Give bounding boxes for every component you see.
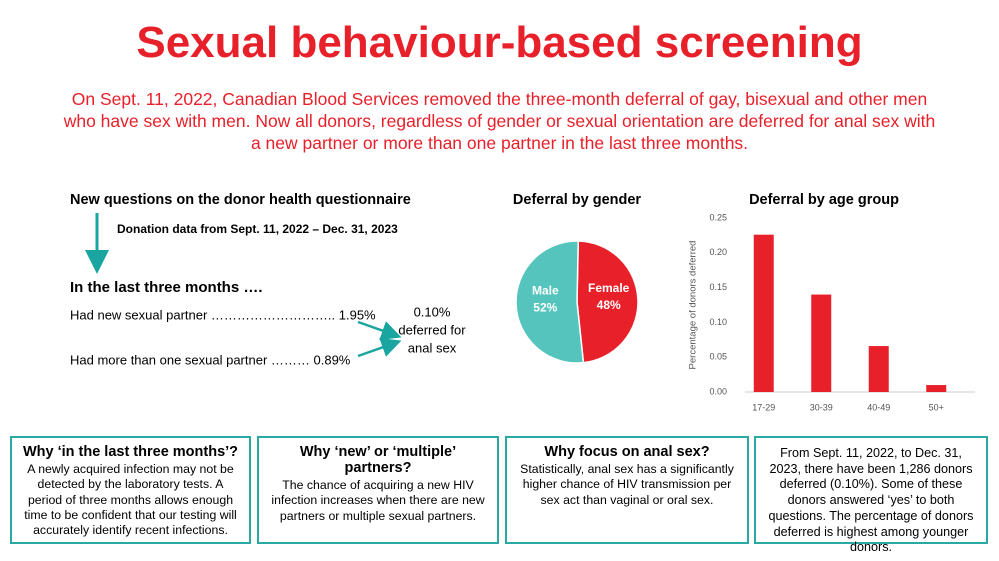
y-tick-label: 0.05 <box>709 352 727 362</box>
box-body: A newly acquired infection may not be de… <box>24 462 237 538</box>
y-tick-label: 0.20 <box>709 247 727 257</box>
slice-value: 52% <box>533 301 557 315</box>
slice-label: Female <box>588 281 630 295</box>
question-item: Had more than one sexual partner ……… 0.8… <box>70 352 351 367</box>
y-tick-label: 0.10 <box>709 317 727 327</box>
box-body: The chance of acquiring a new HIV infect… <box>271 478 485 523</box>
title: Sexual behaviour-based screening <box>136 18 863 67</box>
y-tick-label: 0.25 <box>709 212 727 222</box>
bar <box>811 294 832 392</box>
bar <box>868 346 889 392</box>
chart-title: Deferral by gender <box>513 192 641 208</box>
arrow <box>357 337 402 358</box>
graphics: New questions on the donor health questi… <box>70 192 975 412</box>
subtitle-line: who have sex with men. Now all donors, r… <box>63 111 936 131</box>
date-note: Donation data from Sept. 11, 2022 – Dec.… <box>117 222 398 236</box>
x-tick-label: 40-49 <box>867 402 890 412</box>
question-item: Had new sexual partner ……………………….. 1.95% <box>70 307 376 322</box>
bar <box>753 234 774 392</box>
box-title: Why focus on anal sex? <box>544 444 710 460</box>
questions-heading: New questions on the donor health questi… <box>70 192 411 208</box>
slice-label: Male <box>532 284 559 298</box>
charts: Deferral by gender Female 48% Male 52% Deferr… <box>513 192 975 412</box>
pie-slice <box>515 240 585 364</box>
box-title: Why ‘in the last three months’? <box>22 444 239 460</box>
result-line: anal sex <box>408 340 457 355</box>
info-box: Why ‘new’ or ‘multiple’ partners? The cha… <box>257 436 499 544</box>
slice-value: 48% <box>597 298 621 312</box>
result-line: deferred for <box>398 322 466 337</box>
info-box: From Sept. 11, 2022, to Dec. 31, 2023, t… <box>754 436 988 554</box>
arrow <box>357 320 402 341</box>
info-box: Why focus on anal sex? Statistically, ana… <box>505 436 749 544</box>
subtitle-line: On Sept. 11, 2022, Canadian Blood Servic… <box>71 89 928 109</box>
result-line: 0.10% <box>414 304 451 319</box>
y-tick-label: 0.15 <box>709 282 727 292</box>
bar <box>926 385 947 392</box>
x-tick-label: 30-39 <box>810 402 833 412</box>
questions-lead: In the last three months …. <box>70 279 263 296</box>
y-tick-label: 0.00 <box>709 386 727 396</box>
x-tick-label: 17-29 <box>752 402 775 412</box>
info-box: Why ‘in the last three months’? A newly a… <box>10 436 251 544</box>
box-body: Statistically, anal sex has a significan… <box>520 462 734 507</box>
chart-title: Deferral by age group <box>749 192 899 208</box>
subtitle-line: a new partner or more than one partner i… <box>250 133 749 153</box>
pie-slice <box>576 240 639 364</box>
y-axis-label: Percentage of donors deferred <box>688 241 699 370</box>
x-tick-label: 50+ <box>929 402 944 412</box>
box-body: From Sept. 11, 2022, to Dec. 31, 2023, t… <box>768 446 974 555</box>
box-title: Why ‘new’ or ‘multiple’ partners? <box>299 444 457 476</box>
